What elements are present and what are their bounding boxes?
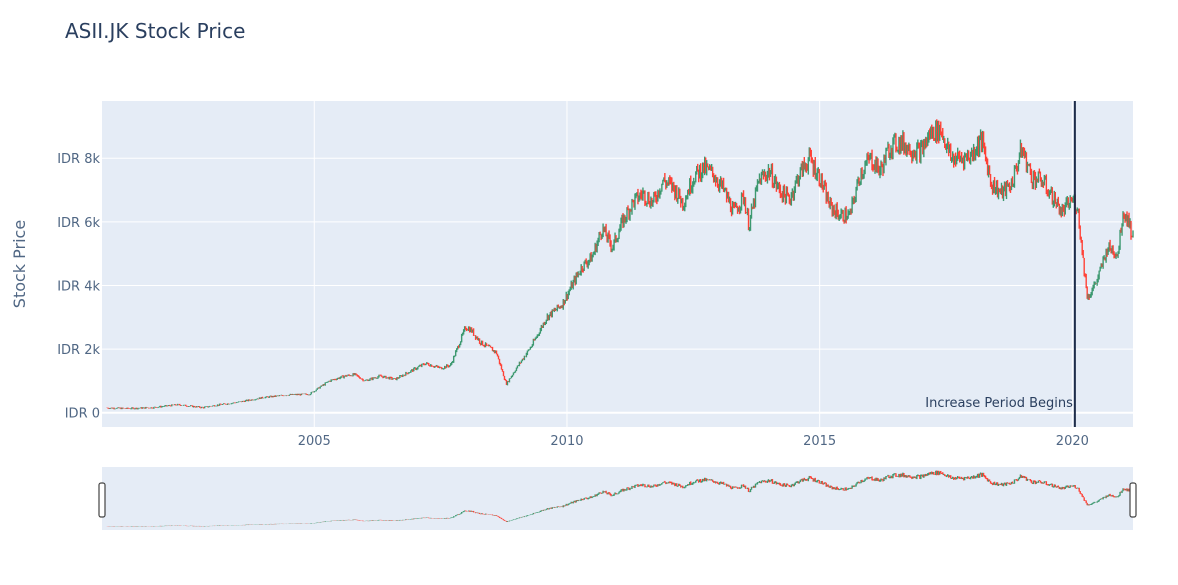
x-gridlines: [313, 101, 1073, 427]
x-tick-label: 2015: [803, 434, 836, 449]
range-slider-right-handle[interactable]: [1129, 482, 1137, 518]
x-axis-ticks: 2005 2010 2015 2020: [298, 434, 1089, 449]
increase-period-annotation: Increase Period Begins: [925, 396, 1073, 411]
y-tick-label: IDR 6k: [57, 216, 100, 231]
y-tick-label: IDR 4k: [57, 279, 100, 294]
price-series: [106, 119, 1134, 410]
x-tick-label: 2005: [298, 434, 331, 449]
chart-title: ASII.JK Stock Price: [65, 19, 245, 43]
y-axis-ticks: IDR 0 IDR 2k IDR 4k IDR 6k IDR 8k: [57, 152, 100, 421]
y-axis-title: Stock Price: [10, 220, 29, 308]
y-tick-label: IDR 0: [65, 407, 100, 422]
x-tick-label: 2020: [1056, 434, 1089, 449]
range-slider-series: [106, 470, 1134, 527]
range-slider-left-handle[interactable]: [98, 482, 106, 518]
x-tick-label: 2010: [550, 434, 583, 449]
y-tick-label: IDR 8k: [57, 152, 100, 167]
y-tick-label: IDR 2k: [57, 343, 100, 358]
